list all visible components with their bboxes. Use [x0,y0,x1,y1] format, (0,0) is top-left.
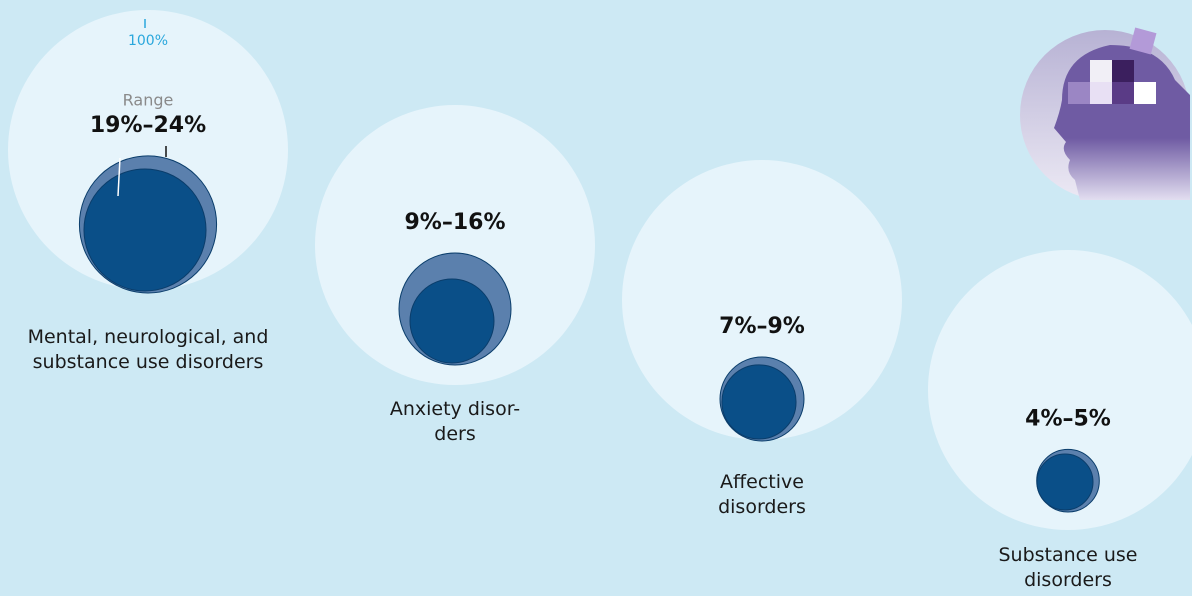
range-pointer [117,157,121,197]
category-label: Anxiety disor- ders [389,398,521,445]
reference-circle [8,10,288,290]
reference-circle [928,250,1192,530]
category-label: Substance use disorders [998,544,1138,591]
value-label: 19%–24% [90,113,206,138]
reference-label: 100% [128,33,168,49]
category-label: Affective disorders [718,471,806,518]
range-label: Range [123,91,174,110]
reference-circle [315,105,595,385]
value-label: 9%–16% [404,210,505,235]
range-bubble [409,278,495,364]
value-label: 4%–5% [1025,406,1111,431]
range-bubble [1036,453,1094,511]
range-bubble [721,364,797,440]
range-bubble [83,168,207,292]
reference-circle [622,160,902,440]
brain-icon [1020,27,1190,200]
value-label: 7%–9% [719,314,805,339]
category-label: Mental, neurological, and substance use … [27,326,269,373]
